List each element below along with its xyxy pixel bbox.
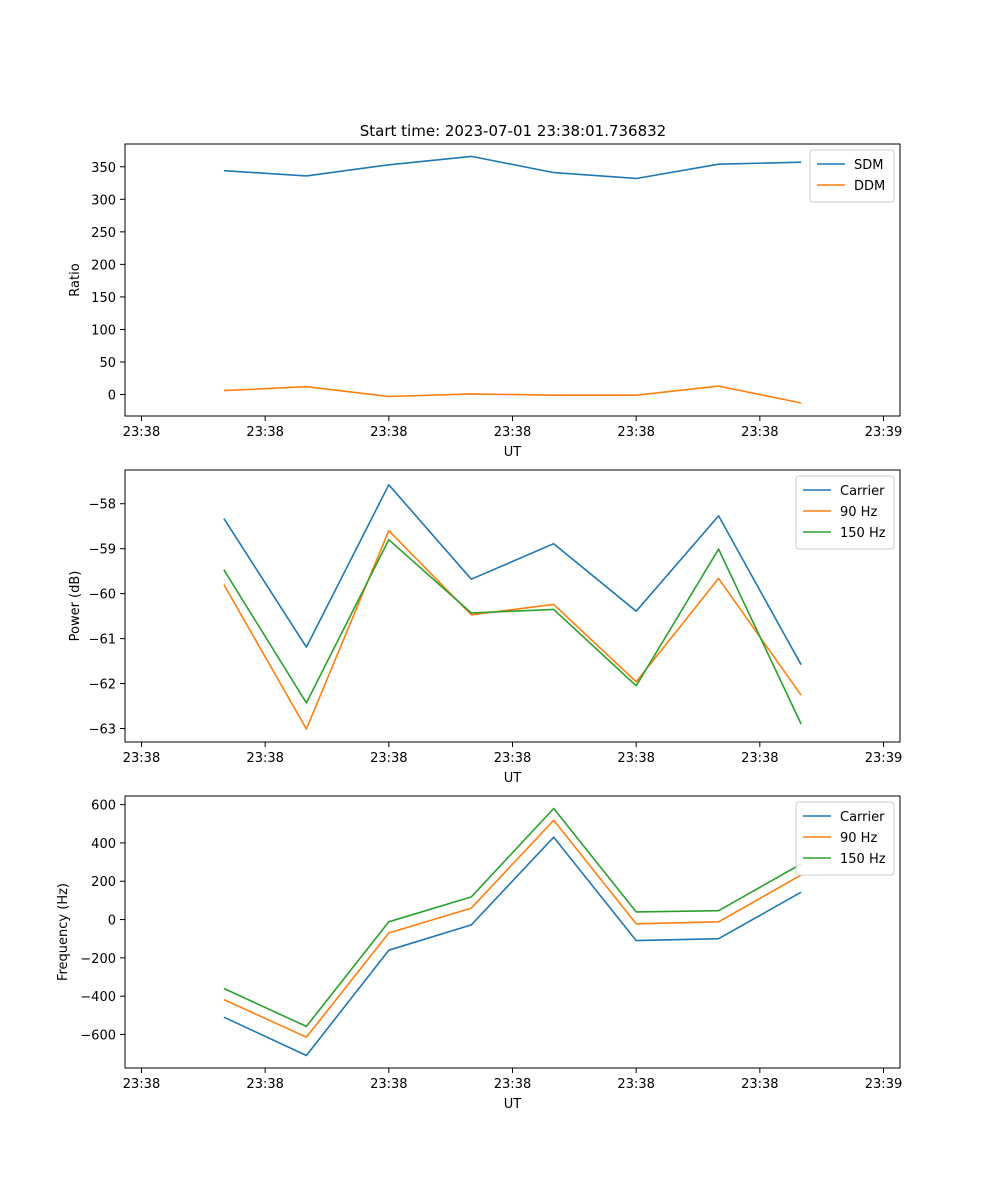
legend: SDM DDM — [809, 149, 895, 203]
panel-power: 23:38 23:38 23:38 23:38 23:38 23:38 23:39 −63 −6… — [68, 469, 902, 786]
x-tick-label: 23:38 — [494, 1077, 531, 1092]
plot-frame — [124, 143, 901, 417]
x-axis-label: UT — [504, 445, 522, 460]
x-tick-label: 23:38 — [370, 751, 407, 766]
legend-box — [795, 475, 895, 550]
x-tick-label: 23:38 — [617, 425, 654, 440]
x-tick-label: 23:38 — [617, 751, 654, 766]
legend: Carrier 90 Hz 150 Hz — [795, 475, 895, 550]
x-tick-label: 23:38 — [617, 1077, 654, 1092]
x-tick-label: 23:38 — [370, 1077, 407, 1092]
y-tick-label: −62 — [89, 678, 116, 693]
legend-label: Carrier — [840, 810, 885, 825]
legend-label: 150 Hz — [840, 526, 886, 541]
y-tick-label: −59 — [89, 543, 116, 558]
series-line-carrier — [223, 483, 802, 666]
series-line-90-hz — [223, 529, 802, 730]
y-tick-label: −63 — [89, 723, 116, 738]
y-axis-label: Ratio — [68, 263, 83, 296]
y-tick-label: 0 — [108, 914, 116, 929]
legend-box — [795, 801, 895, 876]
legend: Carrier 90 Hz 150 Hz — [795, 801, 895, 876]
x-tick-label: 23:38 — [494, 425, 531, 440]
legend-label: Carrier — [840, 484, 885, 499]
x-tick-label: 23:39 — [865, 1077, 902, 1092]
series-line-150-hz — [223, 538, 802, 725]
panel-frequency: 23:38 23:38 23:38 23:38 23:38 23:38 23:39 −600 −… — [56, 795, 902, 1112]
y-tick-label: 250 — [91, 226, 116, 241]
y-tick-label: 50 — [99, 356, 116, 371]
x-tick-label: 23:39 — [865, 751, 902, 766]
panel-ratio: 23:38 23:38 23:38 23:38 23:38 23:38 23:39 0 50 10… — [68, 143, 902, 460]
plot-frame — [124, 469, 901, 743]
series-line-sdm — [223, 155, 802, 180]
series-line-ddm — [223, 385, 802, 404]
x-tick-label: 23:38 — [741, 751, 778, 766]
x-tick-label: 23:38 — [741, 1077, 778, 1092]
y-tick-label: −200 — [80, 952, 116, 967]
y-axis-label: Power (dB) — [68, 571, 83, 642]
x-tick-label: 23:38 — [246, 751, 283, 766]
legend-label: SDM — [854, 158, 883, 173]
x-tick-label: 23:38 — [246, 1077, 283, 1092]
legend-label: 90 Hz — [840, 831, 877, 846]
series-line-150-hz — [223, 807, 802, 1028]
y-tick-label: 100 — [91, 323, 116, 338]
x-tick-label: 23:38 — [123, 425, 160, 440]
legend-label: 150 Hz — [840, 852, 886, 867]
y-tick-label: 300 — [91, 193, 116, 208]
y-tick-label: 200 — [91, 875, 116, 890]
y-tick-label: −58 — [89, 498, 116, 513]
y-tick-label: −61 — [89, 633, 116, 648]
x-axis-label: UT — [504, 1097, 522, 1112]
series-line-carrier — [223, 836, 802, 1057]
y-tick-label: 350 — [91, 161, 116, 176]
plot-frame — [124, 795, 901, 1069]
y-tick-label: 200 — [91, 258, 116, 273]
x-tick-label: 23:38 — [370, 425, 407, 440]
x-tick-label: 23:38 — [494, 751, 531, 766]
x-tick-label: 23:38 — [123, 1077, 160, 1092]
y-tick-label: 0 — [108, 389, 116, 404]
y-axis-label: Frequency (Hz) — [56, 883, 71, 981]
y-tick-label: −400 — [80, 990, 116, 1005]
x-tick-label: 23:38 — [123, 751, 160, 766]
figure-title: Start time: 2023-07-01 23:38:01.736832 — [360, 122, 666, 140]
y-tick-label: 150 — [91, 291, 116, 306]
legend-label: 90 Hz — [840, 505, 877, 520]
y-tick-label: 400 — [91, 837, 116, 852]
y-tick-label: 600 — [91, 799, 116, 814]
legend-label: DDM — [854, 179, 885, 194]
legend-box — [809, 149, 895, 203]
y-tick-label: −600 — [80, 1028, 116, 1043]
x-tick-label: 23:39 — [865, 425, 902, 440]
x-tick-label: 23:38 — [246, 425, 283, 440]
y-tick-label: −60 — [89, 588, 116, 603]
x-axis-label: UT — [504, 771, 522, 786]
x-tick-label: 23:38 — [741, 425, 778, 440]
series-line-90-hz — [223, 819, 802, 1038]
